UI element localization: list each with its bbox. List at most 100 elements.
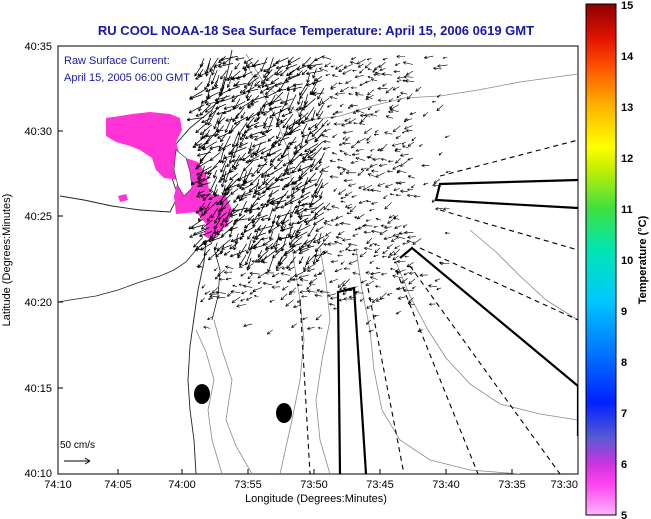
current-vector-arrow: [301, 158, 312, 163]
current-vector-arrow: [268, 225, 280, 233]
current-vector-arrow: [355, 156, 366, 161]
current-vector-arrow: [263, 65, 275, 73]
current-vector-arrow: [280, 118, 287, 124]
current-vector-arrow: [369, 163, 378, 168]
current-vector-arrow: [215, 250, 224, 258]
current-vector-arrow: [194, 247, 204, 252]
y-tick-label: 40:15: [24, 383, 52, 395]
current-vector-arrow: [226, 80, 232, 88]
current-vector-arrow: [373, 243, 380, 247]
current-vector-arrow: [247, 274, 253, 280]
current-vector-arrow: [330, 296, 337, 300]
current-vector-arrow: [370, 188, 381, 193]
current-vector-arrow: [331, 152, 337, 155]
current-vector-arrow: [255, 224, 267, 241]
current-vector-arrow: [407, 235, 416, 239]
current-vector-arrow: [283, 182, 297, 188]
current-vector-arrow: [238, 262, 248, 268]
current-vector-arrow: [318, 326, 323, 330]
current-vector-arrow: [347, 206, 353, 210]
current-vector-arrow: [242, 284, 253, 288]
x-axis-ticks: 74:10 74:05 74:00 73:55 73:50 73:45 73:4…: [44, 479, 578, 491]
current-vector-arrow: [402, 145, 409, 149]
current-vector-arrow: [330, 86, 337, 90]
current-vector-arrow: [385, 86, 394, 94]
current-vector-arrow: [386, 169, 393, 173]
current-vector-arrow: [309, 158, 322, 173]
current-vector-arrow: [435, 207, 444, 211]
current-vector-arrow: [354, 216, 360, 220]
current-vector-arrow: [378, 163, 388, 168]
current-vector-arrow: [274, 233, 280, 251]
current-vector-arrow: [437, 64, 448, 68]
colorbar-tick-label: 6: [621, 459, 627, 471]
current-vector-arrow: [389, 193, 395, 196]
current-vector-arrow: [220, 218, 225, 227]
current-vector-arrow: [373, 254, 379, 258]
current-vector-arrow: [298, 163, 315, 172]
x-tick-label: 74:05: [104, 479, 132, 491]
current-vector-arrow: [221, 170, 227, 188]
current-vector-arrow: [303, 218, 316, 224]
current-vector-arrow: [341, 121, 352, 127]
current-vector-arrow: [278, 130, 288, 147]
x-tick-label: 73:55: [234, 479, 262, 491]
sandy-hook: [211, 247, 221, 321]
current-vector-arrow: [217, 143, 232, 152]
current-vector-arrow: [370, 271, 381, 276]
current-vector-arrow: [350, 142, 358, 149]
colorbar-label: Temperature (°C): [637, 215, 649, 304]
current-vector-arrow: [261, 255, 268, 263]
current-vector-arrow: [338, 188, 347, 195]
current-vector-arrow: [233, 116, 249, 125]
current-vector-arrow: [246, 257, 252, 271]
current-vector-arrow: [338, 82, 343, 85]
current-vector-arrow: [264, 82, 276, 87]
current-vector-arrow: [289, 141, 297, 145]
current-vector-arrow: [377, 86, 388, 91]
current-vector-arrow: [240, 196, 248, 201]
current-vector-arrow: [260, 147, 274, 155]
current-vector-arrow: [272, 206, 281, 212]
current-vector-arrow: [358, 200, 366, 205]
current-vector-arrow: [246, 122, 260, 129]
current-vector-arrow: [197, 172, 203, 180]
current-vector-arrow: [358, 224, 367, 230]
current-vector-arrow: [231, 93, 246, 99]
current-vector-arrow: [385, 115, 394, 119]
current-vector-arrow: [394, 62, 401, 66]
current-vector-arrow: [307, 289, 317, 294]
current-vector-arrow: [437, 94, 441, 98]
current-vector-arrow: [294, 207, 304, 214]
inner-bay-white: [173, 149, 193, 197]
current-vector-arrow: [318, 67, 329, 72]
current-vector-arrow: [287, 128, 301, 136]
colorbar: [585, 3, 617, 516]
current-vector-arrow: [395, 135, 402, 139]
current-vector-arrow: [231, 158, 247, 163]
current-vector-arrow: [312, 236, 325, 243]
current-vector-arrow: [405, 129, 413, 133]
current-vector-arrow: [269, 299, 275, 303]
current-vector-arrow: [444, 231, 450, 235]
current-vector-arrow: [283, 248, 295, 257]
current-vector-arrow: [249, 271, 260, 276]
current-vector-arrow: [368, 329, 375, 333]
current-vector-arrow: [359, 82, 366, 86]
current-vector-arrow: [227, 70, 233, 82]
current-vector-arrow: [224, 270, 233, 275]
current-vector-arrow: [247, 215, 255, 221]
current-vector-arrow: [412, 286, 416, 289]
current-vector-arrow: [345, 136, 350, 141]
current-vector-arrow: [229, 147, 247, 155]
current-vector-arrow: [294, 142, 302, 149]
current-vector-arrow: [213, 229, 224, 235]
current-vector-arrow: [199, 231, 213, 237]
current-vector-arrow: [326, 122, 331, 126]
current-vector-arrow: [331, 74, 338, 78]
current-vector-arrow: [360, 167, 367, 171]
current-vector-arrow: [400, 189, 408, 194]
current-vector-arrow: [330, 259, 339, 264]
current-vector-arrow: [392, 216, 400, 220]
